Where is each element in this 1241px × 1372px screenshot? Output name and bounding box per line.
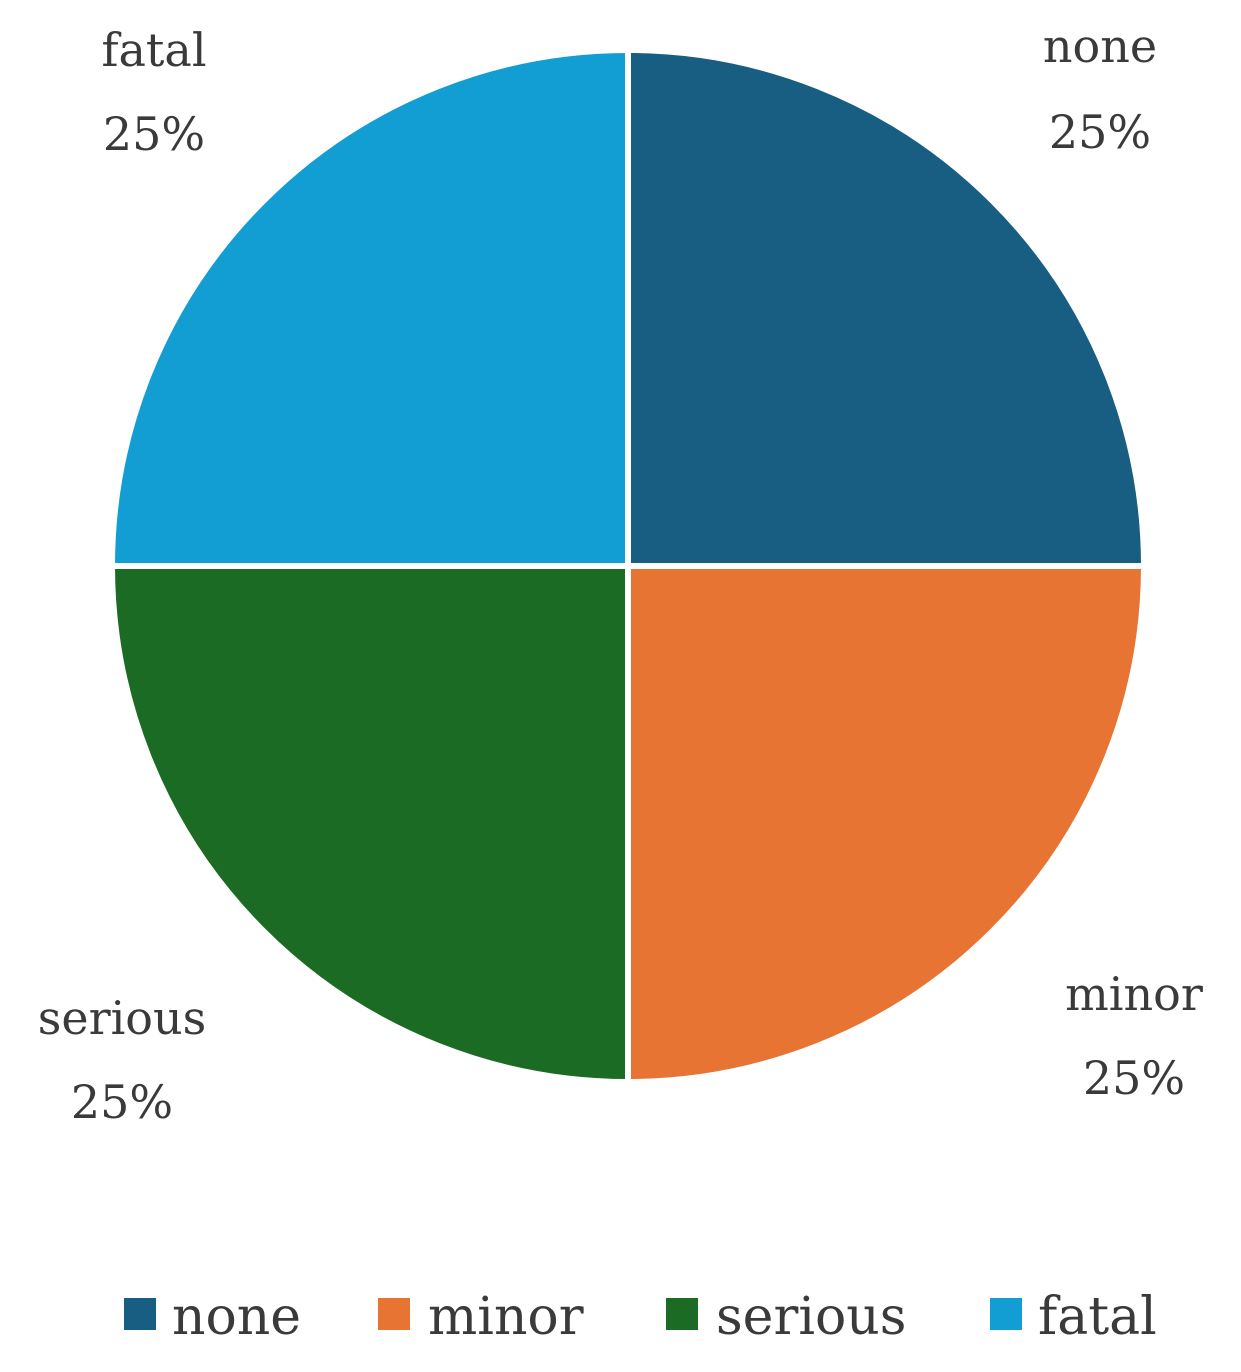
pie-slices [109, 47, 1147, 1085]
legend-label-fatal: fatal [1038, 1287, 1157, 1347]
legend-label-minor: minor [428, 1287, 584, 1347]
legend: none minor serious fatal [124, 1287, 1157, 1347]
slice-labels: none 25% minor 25% serious 25% fatal 25% [38, 19, 1203, 1129]
slice-label-name-minor: minor [1065, 967, 1203, 1021]
slice-label-value-serious: 25% [71, 1075, 173, 1129]
pie-slice-serious [109, 563, 631, 1085]
slice-label-value-minor: 25% [1083, 1051, 1185, 1105]
legend-label-serious: serious [716, 1287, 906, 1347]
legend-label-none: none [172, 1287, 301, 1347]
slice-label-value-fatal: 25% [103, 107, 205, 161]
legend-swatch-minor [378, 1298, 410, 1330]
slice-label-name-none: none [1043, 19, 1157, 73]
slice-label-name-serious: serious [38, 991, 206, 1045]
pie-slice-minor [625, 563, 1147, 1085]
slice-label-name-fatal: fatal [101, 23, 206, 77]
pie-slice-none [625, 47, 1147, 569]
legend-swatch-none [124, 1298, 156, 1330]
slice-label-value-none: 25% [1049, 105, 1151, 159]
pie-slice-fatal [109, 47, 631, 569]
legend-swatch-serious [666, 1298, 698, 1330]
legend-swatch-fatal [990, 1298, 1022, 1330]
